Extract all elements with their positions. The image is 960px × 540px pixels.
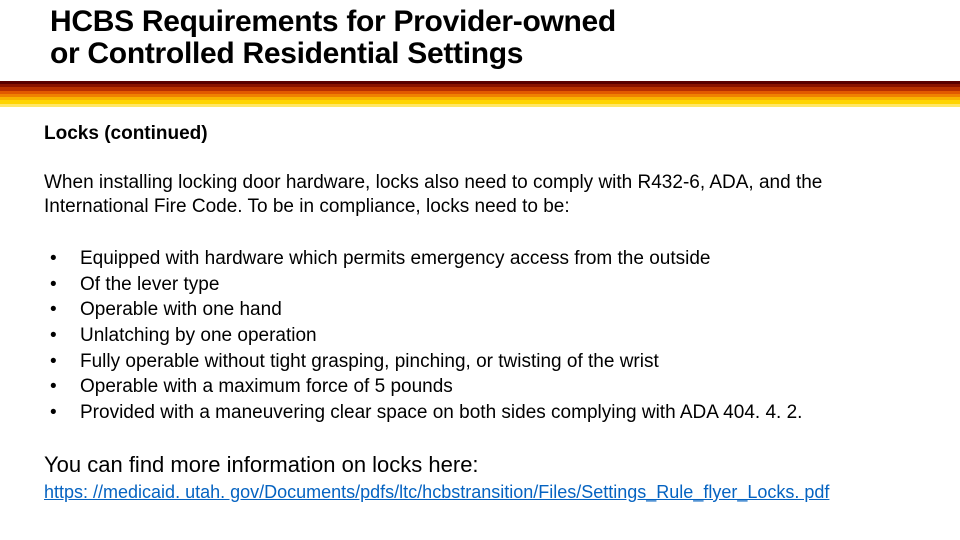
content-area: Locks (continued) When installing lockin… (0, 107, 960, 503)
list-item: Unlatching by one operation (46, 323, 916, 349)
list-item: Equipped with hardware which permits eme… (46, 246, 916, 272)
list-item: Of the lever type (46, 272, 916, 298)
list-item: Operable with one hand (46, 297, 916, 323)
intro-paragraph: When installing locking door hardware, l… (44, 171, 916, 220)
list-item: Operable with a maximum force of 5 pound… (46, 374, 916, 400)
reference-link[interactable]: https: //medicaid. utah. gov/Documents/p… (44, 482, 829, 502)
title-line-2: or Controlled Residential Settings (50, 38, 960, 70)
list-item: Provided with a maneuvering clear space … (46, 400, 916, 426)
list-item: Fully operable without tight grasping, p… (46, 349, 916, 375)
decorative-stripe (0, 81, 960, 107)
slide-title: HCBS Requirements for Provider-owned or … (0, 0, 960, 71)
bullet-list: Equipped with hardware which permits eme… (44, 246, 916, 425)
stripe-band (0, 104, 960, 107)
section-subheading: Locks (continued) (44, 123, 916, 145)
title-line-1: HCBS Requirements for Provider-owned (50, 6, 960, 38)
outro-text: You can find more information on locks h… (44, 452, 916, 478)
